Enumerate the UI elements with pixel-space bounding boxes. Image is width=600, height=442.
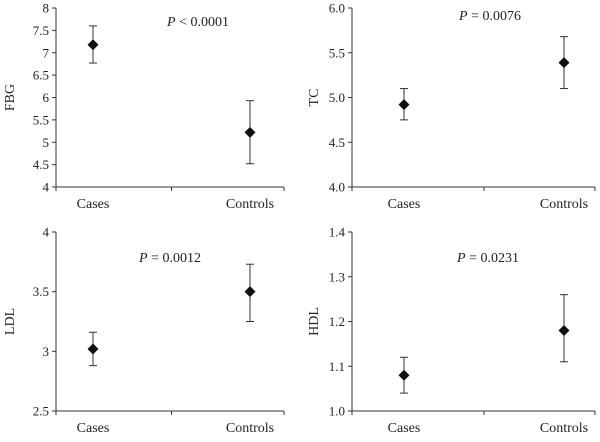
x-category-label: Cases	[388, 197, 421, 212]
y-tick-label: 6.5	[33, 68, 49, 83]
p-value-symbol: P	[166, 15, 176, 30]
x-category-label: Cases	[388, 421, 421, 436]
y-tick-label: 2.5	[33, 404, 49, 419]
chart-panel-tc: 4.0 4.5 5.0 5.5 6.0 Cases Controls TC P = 0.0076	[307, 1, 596, 212]
y-tick-label: 6	[43, 90, 50, 105]
y-tick-label: 5.0	[329, 90, 345, 105]
data-point-cases	[398, 99, 410, 111]
chart-panel-fbg: 4 4.5 5 5.5 6 6.5 7 7.5 8 Cases Controls FBG P < 0.0…	[3, 1, 285, 212]
data-point-controls	[244, 126, 256, 138]
y-tick-label: 5.5	[33, 112, 49, 127]
p-value-text: < 0.0001	[176, 15, 229, 30]
p-value-annotation: P < 0.0001	[166, 15, 229, 30]
x-category-label: Cases	[77, 197, 110, 212]
chart-panel-ldl: 2.5 3 3.5 4 Cases Controls LDL P = 0.0012	[3, 225, 285, 436]
y-tick-label: 4.0	[329, 180, 345, 195]
p-value-annotation: P = 0.0076	[458, 9, 521, 24]
p-value-text: = 0.0231	[466, 251, 519, 266]
y-tick-label: 7.5	[33, 23, 49, 38]
data-point-cases	[87, 343, 99, 355]
y-tick-label: 1.0	[329, 404, 345, 419]
data-point-controls	[244, 286, 256, 298]
y-axis-label: TC	[307, 89, 322, 107]
y-tick-label: 1.3	[329, 269, 345, 284]
y-tick-label: 4.5	[33, 157, 49, 172]
p-value-text: = 0.0076	[468, 9, 521, 24]
data-point-cases	[398, 369, 410, 381]
p-value-symbol: P	[458, 9, 468, 24]
y-axis-label: FBG	[3, 84, 18, 111]
y-tick-label: 7	[43, 45, 50, 60]
y-tick-label: 3	[43, 344, 50, 359]
y-tick-label: 4	[43, 180, 50, 195]
chart-panel-hdl: 1.0 1.1 1.2 1.3 1.4 Cases Controls HDL P = 0.023…	[307, 225, 596, 436]
y-tick-label: 1.4	[329, 225, 346, 240]
data-point-controls	[558, 57, 570, 69]
data-point-cases	[87, 39, 99, 51]
p-value-text: = 0.0012	[148, 251, 201, 266]
x-category-label: Controls	[226, 197, 274, 212]
y-tick-label: 1.1	[329, 359, 345, 374]
p-value-annotation: P = 0.0231	[456, 251, 519, 266]
p-value-annotation: P = 0.0012	[138, 251, 201, 266]
p-value-symbol: P	[138, 251, 148, 266]
y-tick-label: 8	[43, 1, 50, 16]
y-tick-label: 3.5	[33, 284, 49, 299]
y-tick-label: 6.0	[329, 1, 345, 16]
y-axis-label: LDL	[3, 308, 18, 335]
x-category-label: Controls	[226, 421, 274, 436]
x-category-label: Controls	[540, 421, 588, 436]
p-value-symbol: P	[456, 251, 466, 266]
y-tick-label: 1.2	[329, 314, 345, 329]
y-tick-label: 4.5	[329, 135, 345, 150]
x-category-label: Cases	[77, 421, 110, 436]
x-category-label: Controls	[540, 197, 588, 212]
y-axis-label: HDL	[307, 307, 322, 336]
data-point-controls	[558, 324, 570, 336]
y-tick-label: 4	[43, 225, 50, 240]
y-tick-label: 5	[43, 135, 50, 150]
y-tick-label: 5.5	[329, 45, 345, 60]
